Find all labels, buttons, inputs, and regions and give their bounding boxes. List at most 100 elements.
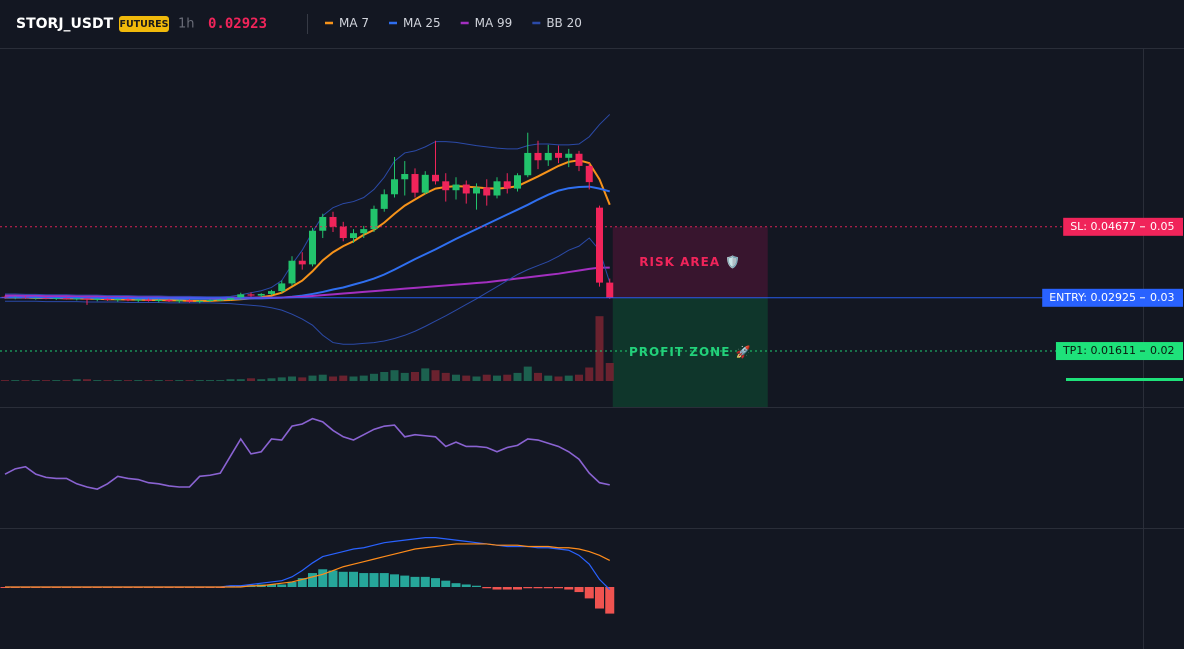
volume-bar bbox=[154, 380, 163, 381]
volume-bar bbox=[247, 378, 255, 381]
candle-body bbox=[227, 298, 234, 300]
volume-bar bbox=[134, 380, 143, 381]
volume-bar bbox=[216, 380, 225, 381]
candle-body bbox=[186, 300, 193, 302]
candle-body bbox=[145, 299, 152, 301]
histogram-bar bbox=[379, 573, 389, 587]
band-line bbox=[5, 237, 611, 345]
histogram-bar bbox=[277, 584, 287, 587]
band-line bbox=[5, 114, 611, 298]
candle-body bbox=[247, 294, 255, 296]
candle-body bbox=[401, 174, 409, 180]
histogram-bar bbox=[513, 587, 522, 590]
volume-bar bbox=[308, 375, 317, 381]
histogram-bar bbox=[574, 587, 584, 593]
candle-body bbox=[63, 298, 70, 300]
candle-body bbox=[257, 293, 265, 296]
volume-bar bbox=[236, 379, 245, 381]
candle-body bbox=[216, 299, 224, 301]
candle-body bbox=[575, 153, 583, 166]
candle-body bbox=[421, 174, 429, 193]
volume-bar bbox=[165, 380, 173, 381]
candle-body bbox=[493, 181, 501, 196]
candle-body bbox=[52, 298, 60, 300]
histogram-bar bbox=[543, 587, 553, 589]
volume-bar bbox=[605, 363, 614, 381]
candle-body bbox=[329, 216, 337, 227]
candle-body bbox=[585, 165, 593, 183]
candle-body bbox=[206, 300, 214, 302]
legend-label: MA 25 bbox=[403, 16, 441, 30]
volume-bar bbox=[329, 376, 337, 381]
candle-body bbox=[165, 300, 173, 302]
histogram-bar bbox=[338, 571, 348, 587]
symbol: STORJ_USDT bbox=[16, 16, 114, 32]
volume-bar bbox=[462, 375, 471, 381]
volume-bar bbox=[400, 372, 409, 381]
volume-bar bbox=[431, 370, 440, 381]
volume-bar bbox=[11, 380, 20, 381]
candle-body bbox=[483, 187, 491, 196]
level-tag bbox=[1042, 288, 1183, 307]
volume-bar bbox=[359, 375, 368, 381]
candle-body bbox=[555, 152, 562, 158]
histogram-bar bbox=[533, 587, 543, 589]
candle-body bbox=[309, 230, 316, 265]
histogram-bar bbox=[287, 581, 297, 587]
histogram-bar bbox=[349, 571, 358, 587]
level-label: SL: 0.04677 bbox=[1070, 220, 1136, 233]
candle-body bbox=[124, 299, 132, 301]
volume-bar bbox=[513, 372, 522, 381]
volume-bar bbox=[1, 380, 9, 381]
level-axis-label: 0.03 bbox=[1150, 291, 1175, 304]
candle-body bbox=[596, 207, 603, 283]
volume-bar bbox=[534, 372, 542, 381]
histogram-bar bbox=[451, 583, 461, 587]
volume-bar bbox=[421, 368, 430, 381]
level-axis-label: 0.05 bbox=[1150, 220, 1175, 233]
legend-label: BB 20 bbox=[546, 16, 582, 30]
candle-body bbox=[104, 298, 111, 301]
histogram-bar bbox=[308, 573, 317, 587]
volume-bar bbox=[93, 380, 102, 381]
volume-bar bbox=[62, 380, 71, 381]
candle-body bbox=[268, 291, 275, 294]
zone bbox=[612, 297, 768, 407]
candle-body bbox=[524, 152, 532, 176]
candle-body bbox=[606, 282, 614, 298]
level-tag bbox=[1055, 342, 1183, 361]
candle-body bbox=[175, 300, 183, 302]
candle-body bbox=[544, 152, 552, 161]
volume-bar bbox=[298, 377, 307, 381]
histogram-bar bbox=[482, 587, 492, 589]
candle-body bbox=[288, 260, 296, 284]
candle-body bbox=[473, 187, 480, 194]
candle-body bbox=[360, 229, 368, 234]
histogram-bar bbox=[410, 576, 420, 587]
axis-marker bbox=[1066, 378, 1183, 381]
zone bbox=[612, 226, 768, 298]
volume-bar bbox=[257, 379, 266, 381]
candle-body bbox=[196, 300, 204, 302]
candle-body bbox=[452, 184, 460, 191]
marks bbox=[0, 114, 1143, 614]
histogram-bar bbox=[236, 585, 246, 587]
level-axis-label: 0.02 bbox=[1150, 344, 1175, 357]
volume-bar bbox=[585, 367, 594, 381]
volume-bar bbox=[124, 380, 132, 381]
candle-body bbox=[565, 153, 573, 158]
candle-body bbox=[134, 299, 142, 301]
volume-bar bbox=[72, 379, 81, 381]
volume-bar bbox=[267, 378, 276, 381]
badge-text: FUTURES bbox=[119, 19, 168, 30]
histogram-bar bbox=[564, 587, 574, 590]
histogram-bar bbox=[369, 573, 379, 587]
candle-body bbox=[411, 174, 419, 193]
candle-body bbox=[534, 152, 542, 161]
histogram-bar bbox=[328, 570, 338, 587]
volume-bar bbox=[277, 377, 286, 381]
level-label: ENTRY: 0.02925 bbox=[1049, 291, 1136, 304]
volume-bar bbox=[564, 375, 573, 381]
volume-bar bbox=[544, 375, 553, 381]
